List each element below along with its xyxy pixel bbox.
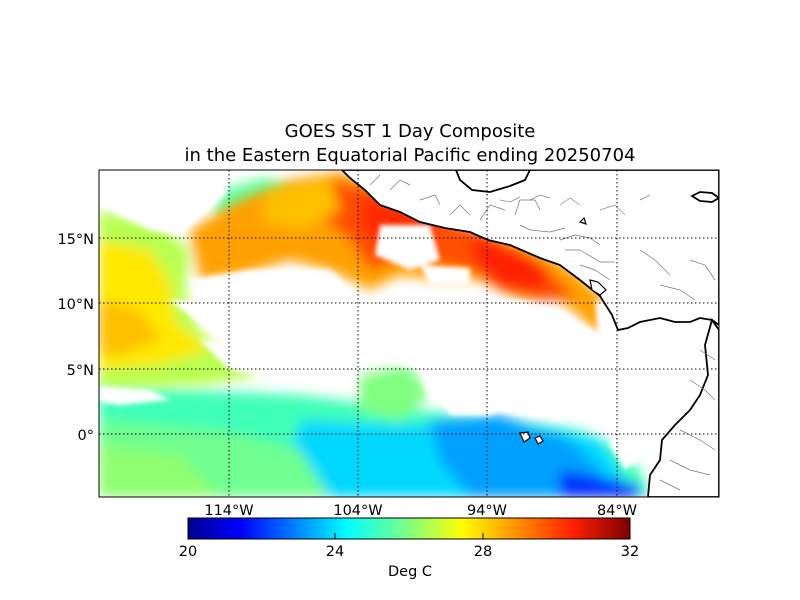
lat-label-15n: 15°N [57,232,94,248]
sst-field [99,170,719,497]
colorbar-tick-20: 20 [179,544,197,560]
colorbar-label: Deg C [388,564,432,580]
colorbar-ticks [187,533,631,539]
land-mass [340,170,719,497]
sst-south-region [99,365,650,497]
map-frame [98,169,720,498]
lat-label-5n: 5°N [67,363,94,379]
lat-label-10n: 10°N [57,297,94,313]
lon-label-84w: 84°W [597,503,637,519]
lon-label-104w: 104°W [333,503,382,519]
colorbar-tick-24: 24 [326,544,344,560]
graticule [99,170,719,497]
colorbar-tick-32: 32 [621,544,639,560]
map-title-line-1: GOES SST 1 Day Composite [284,121,536,142]
colorbar-tick-28: 28 [474,544,492,560]
map-title-line-2: in the Eastern Equatorial Pacific ending… [184,145,636,166]
colorbar [187,517,631,540]
lat-label-0: 0° [78,428,94,444]
lon-label-94w: 94°W [467,503,507,519]
lon-label-114w: 114°W [204,503,253,519]
